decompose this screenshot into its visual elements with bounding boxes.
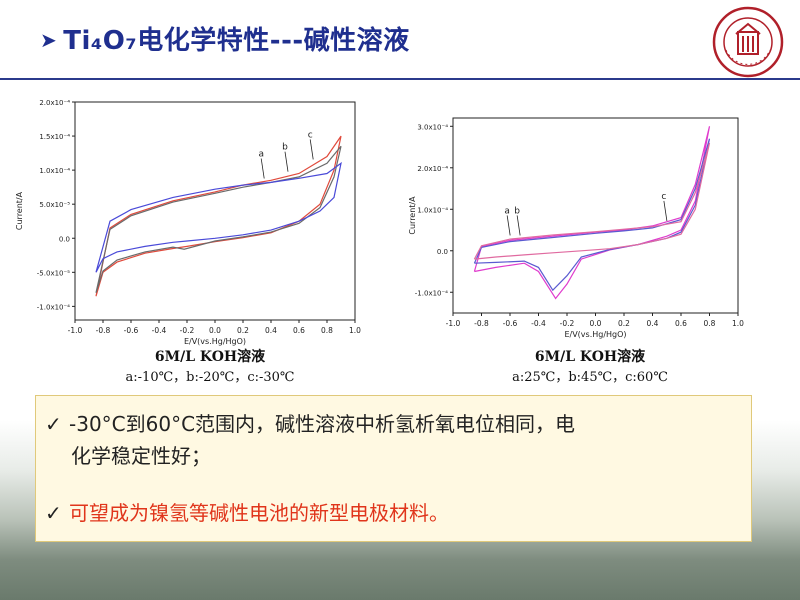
y-tick-label: 0.0: [59, 235, 70, 243]
annotation-pointer: [309, 139, 314, 160]
x-tick-label: -0.6: [124, 326, 139, 335]
series-line: [95, 161, 342, 273]
x-tick-label: -0.6: [503, 319, 518, 328]
series-line: [95, 135, 342, 297]
slide-title: ➤ Ti₄O₇电化学特性---碱性溶液: [40, 20, 410, 57]
x-axis-label: E/V(vs.Hg/HgO): [564, 330, 626, 339]
annotation-pointer: [663, 200, 668, 221]
curve-annotation-label: b: [514, 206, 520, 216]
conclusion-box: [35, 395, 752, 542]
bullet-1-line-1: -30°C到60°C范围内，碱性溶液中析氢析氧电位相同，电: [69, 412, 576, 436]
check-icon: ✓: [45, 501, 62, 525]
x-tick-label: 0.2: [618, 319, 630, 328]
y-axis-label: Current/A: [15, 191, 24, 230]
series-line: [95, 145, 342, 293]
check-icon: ✓: [45, 412, 62, 436]
y-tick-label: 1.5x10⁻⁴: [39, 133, 70, 141]
x-tick-label: 1.0: [349, 326, 361, 335]
sichuan-university-seal-icon: [712, 6, 784, 78]
annotation-pointer: [516, 215, 521, 236]
x-tick-label: 0.2: [237, 326, 249, 335]
x-tick-label: -1.0: [446, 319, 461, 328]
y-tick-label: 0.0: [437, 248, 448, 256]
annotation-pointer: [284, 151, 289, 172]
x-tick-label: 0.0: [209, 326, 221, 335]
y-tick-label: -1.0x10⁻⁴: [415, 289, 448, 297]
x-tick-label: -0.4: [531, 319, 546, 328]
y-tick-label: -1.0x10⁻⁴: [37, 303, 70, 311]
curve-annotation-label: c: [661, 192, 666, 202]
chart-caption-left: 6M/L KOH溶液 a:-10℃，b:-20℃，c:-30℃: [60, 346, 360, 385]
x-tick-label: -1.0: [68, 326, 83, 335]
curve-annotation-label: b: [282, 143, 288, 153]
plot-frame: [452, 117, 739, 314]
series-line: [473, 126, 711, 300]
y-tick-label: 2.0x10⁻⁴: [417, 165, 448, 173]
x-tick-label: -0.4: [152, 326, 167, 335]
y-tick-label: 3.0x10⁻⁴: [417, 123, 448, 131]
bullet-2-text: 可望成为镍氢等碱性电池的新型电极材料。: [69, 501, 449, 525]
curve-annotation-label: a: [258, 150, 264, 160]
x-tick-label: -0.2: [560, 319, 575, 328]
x-tick-label: 0.8: [704, 319, 716, 328]
cv-chart-high-temperature: -1.0 -0.8 -0.6 -0.4 -0.2 0.0 0.2 0.4 0.6 0.8 1.0 3.…: [408, 117, 744, 339]
x-axis-label: E/V(vs.Hg/HgO): [184, 337, 246, 346]
annotation-pointer: [506, 215, 511, 236]
bullet-1-line-2: 化学稳定性好；: [71, 444, 211, 468]
y-tick-label: 1.0x10⁻⁴: [39, 167, 70, 175]
x-tick-label: 0.0: [590, 319, 602, 328]
x-tick-label: 0.6: [675, 319, 687, 328]
caption-legend-left: a:-10℃，b:-20℃，c:-30℃: [125, 370, 295, 385]
curve-annotation-label: a: [504, 206, 510, 216]
title-divider: [0, 78, 800, 80]
plot-frame: [74, 101, 356, 321]
cv-chart-low-temperature: -1.0 -0.8 -0.6 -0.4 -0.2 0.0 0.2 0.4 0.6 0.8 1.0 2.…: [15, 99, 361, 346]
y-tick-label: -5.0x10⁻⁵: [37, 269, 70, 277]
chart-caption-right: 6M/L KOH溶液 a:25℃，b:45℃，c:60℃: [440, 346, 740, 385]
slide-title-text: Ti₄O₇电化学特性---碱性溶液: [63, 26, 410, 56]
y-tick-label: 5.0x10⁻⁵: [39, 201, 70, 209]
series-line: [473, 138, 711, 292]
conclusion-bullet-1: ✓ -30°C到60°C范围内，碱性溶液中析氢析氧电位相同，电 化学稳定性好；: [45, 408, 740, 472]
x-tick-label: 0.8: [321, 326, 333, 335]
x-tick-label: -0.8: [474, 319, 489, 328]
x-tick-label: -0.2: [180, 326, 195, 335]
y-tick-label: 2.0x10⁻⁴: [39, 99, 70, 107]
annotation-pointer: [260, 158, 265, 179]
x-tick-label: 0.6: [293, 326, 305, 335]
conclusion-bullet-2: ✓ 可望成为镍氢等碱性电池的新型电极材料。: [45, 497, 449, 529]
series-line: [473, 142, 711, 260]
caption-title-right: 6M/L KOH溶液: [534, 349, 646, 365]
x-tick-label: -0.8: [96, 326, 111, 335]
caption-legend-right: a:25℃，b:45℃，c:60℃: [512, 370, 668, 385]
y-tick-label: 1.0x10⁻⁴: [417, 206, 448, 214]
caption-title-left: 6M/L KOH溶液: [154, 349, 266, 365]
x-tick-label: 0.4: [647, 319, 659, 328]
x-tick-label: 1.0: [732, 319, 744, 328]
x-tick-label: 0.4: [265, 326, 277, 335]
curve-annotation-label: c: [308, 130, 313, 140]
arrow-bullet-icon: ➤: [40, 28, 58, 52]
y-axis-label: Current/A: [408, 196, 417, 235]
